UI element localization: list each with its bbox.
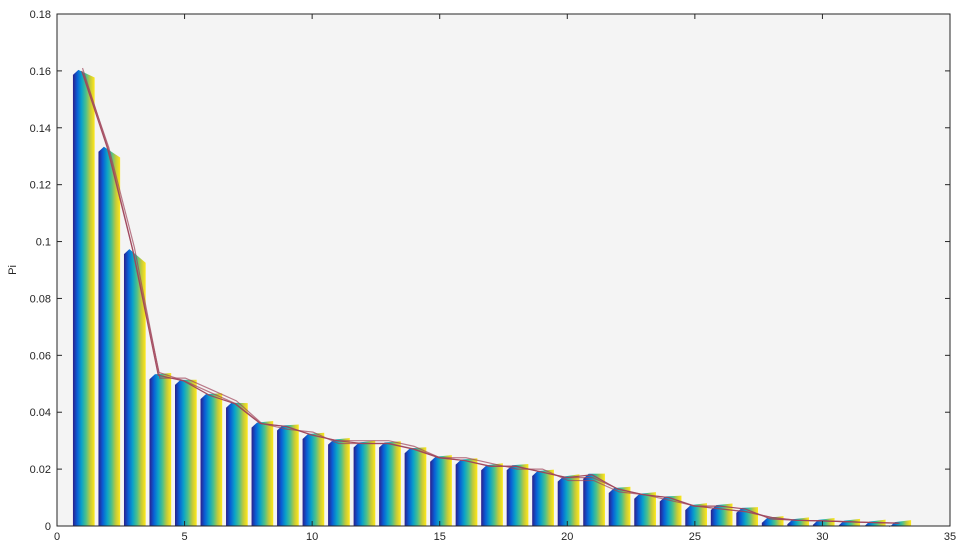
x-tick-label: 20 <box>561 531 573 543</box>
bar <box>634 492 656 526</box>
bar <box>226 402 248 526</box>
plot-frame <box>56 13 951 527</box>
bar <box>532 469 554 526</box>
y-tick-label: 0.14 <box>30 123 51 135</box>
x-tick-label: 5 <box>182 531 188 543</box>
bar <box>812 517 835 526</box>
y-tick-label: 0.04 <box>30 407 51 419</box>
bar <box>302 432 325 526</box>
bar <box>455 458 478 526</box>
bar <box>353 440 376 526</box>
bar <box>481 463 503 526</box>
x-tick-label: 15 <box>434 531 446 543</box>
x-tick-label: 25 <box>689 531 701 543</box>
bar <box>506 463 529 526</box>
bar <box>430 455 452 526</box>
bar <box>98 146 121 526</box>
bar <box>659 495 682 526</box>
y-axis: 0 0.02 0.04 0.06 0.08 0.1 0.12 0.14 0.16 0.18 <box>30 9 950 533</box>
bar <box>200 393 223 526</box>
y-tick-label: 0 <box>45 521 51 533</box>
x-tick-label: 0 <box>54 531 60 543</box>
bar <box>379 441 401 526</box>
y-tick-label: 0.08 <box>30 293 51 305</box>
bar <box>404 447 427 526</box>
y-tick-label: 0.16 <box>30 66 51 78</box>
y-tick-label: 0.1 <box>36 237 51 249</box>
trend-lines-group <box>81 67 900 524</box>
bar <box>149 372 172 526</box>
bar <box>251 420 274 526</box>
bar <box>123 249 146 527</box>
bar <box>583 473 605 526</box>
y-axis-label: Pi <box>7 265 19 275</box>
x-tick-label: 35 <box>944 531 956 543</box>
y-tick-label: 0.12 <box>30 180 51 192</box>
bar <box>72 69 95 526</box>
series-line <box>82 73 900 524</box>
y-tick-label: 0.02 <box>30 464 51 476</box>
bar <box>557 474 580 526</box>
bar <box>838 518 861 526</box>
bar <box>608 486 631 526</box>
x-tick-label: 30 <box>816 531 828 543</box>
x-tick-label: 10 <box>306 531 318 543</box>
bar <box>889 520 912 528</box>
y-tick-label: 0.18 <box>30 9 51 21</box>
bar <box>685 503 707 526</box>
y-tick-label: 0.06 <box>30 350 51 362</box>
bar <box>328 438 350 526</box>
bar <box>277 424 299 526</box>
bars-group <box>72 69 912 528</box>
bar <box>175 379 197 526</box>
x-axis: 0 5 10 15 20 25 30 35 <box>54 14 956 543</box>
